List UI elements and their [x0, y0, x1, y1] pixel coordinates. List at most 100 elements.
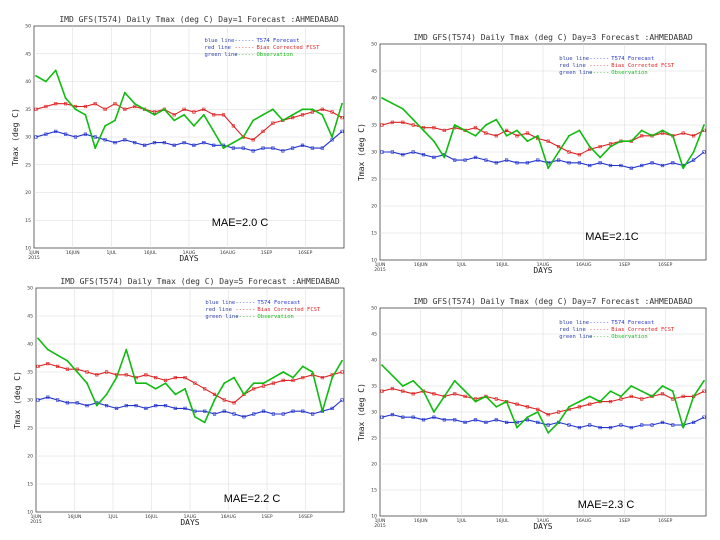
data-point: [262, 382, 265, 385]
data-point: [173, 119, 176, 122]
data-point: [45, 80, 47, 83]
data-point: [651, 395, 653, 398]
legend-dash: ------: [235, 45, 255, 51]
data-point: [598, 161, 602, 165]
data-point: [212, 130, 215, 133]
y-axis-label: Tmax (deg C): [357, 123, 366, 181]
data-point: [291, 409, 295, 413]
x-tick-label: 1AUG: [183, 250, 196, 256]
data-point: [242, 415, 246, 419]
data-point: [144, 406, 148, 411]
data-point: [271, 146, 275, 150]
legend-label: Bias Corrected FCST: [611, 327, 675, 333]
data-point: [432, 155, 436, 159]
data-point: [660, 131, 665, 135]
data-point: [505, 134, 508, 137]
y-tick-label: 35: [371, 384, 377, 390]
data-point: [703, 124, 705, 126]
data-point: [55, 398, 60, 402]
x-tick-label: 16SEP: [298, 250, 312, 256]
data-point: [557, 151, 560, 153]
data-point: [291, 378, 295, 382]
x-tick-label: 16JUN: [66, 250, 80, 256]
data-point: [671, 161, 675, 165]
y-tick-label: 30: [25, 135, 31, 141]
data-point: [192, 110, 196, 114]
data-point: [135, 382, 138, 385]
data-point: [650, 423, 654, 427]
data-point: [252, 412, 256, 416]
data-point: [124, 404, 128, 408]
data-point: [172, 113, 176, 117]
data-point: [104, 125, 106, 127]
data-point: [73, 104, 78, 109]
data-point: [391, 102, 394, 105]
x-tick-label: 1JUN 2015: [30, 514, 42, 525]
data-point: [577, 153, 582, 157]
data-point: [340, 129, 344, 133]
mae-label: MAE=2.0 C: [212, 217, 269, 229]
data-point: [163, 404, 168, 408]
data-point: [46, 348, 49, 351]
data-point: [525, 161, 530, 165]
data-point: [380, 389, 384, 393]
data-point: [557, 145, 561, 149]
data-point: [261, 129, 265, 133]
x-tick-label: 16JUL: [496, 518, 509, 524]
data-point: [390, 120, 395, 124]
data-point: [113, 102, 117, 106]
data-point: [568, 405, 570, 408]
data-point: [34, 135, 38, 139]
data-point: [484, 420, 488, 424]
x-tick-label: 16JUN: [414, 518, 428, 524]
data-point: [320, 376, 325, 380]
data-point: [63, 132, 68, 136]
data-point: [212, 392, 217, 396]
legend-key: green line: [559, 70, 592, 76]
data-point: [453, 418, 457, 422]
series-line-t574-forecast: [382, 151, 705, 169]
legend-dash: ------: [235, 314, 255, 320]
data-point: [83, 104, 87, 109]
data-point: [495, 118, 498, 121]
y-tick-label: 10: [371, 258, 377, 264]
x-tick-label: 1AUG: [537, 518, 550, 524]
data-point: [515, 161, 519, 165]
y-tick-label: 25: [25, 162, 31, 168]
data-point: [310, 110, 315, 114]
data-point: [173, 406, 177, 411]
data-point: [464, 129, 466, 132]
data-point: [44, 132, 48, 136]
legend-dash: ------: [589, 63, 609, 69]
chart-svg: IMD GFS(T574) Daily Tmax (deg C) Day=1 F…: [11, 15, 345, 263]
x-tick-label: 1SEP: [261, 250, 273, 256]
data-point: [133, 104, 137, 109]
data-point: [320, 146, 324, 150]
data-point: [536, 134, 539, 137]
data-point: [193, 381, 197, 385]
legend-key: green line: [205, 52, 238, 58]
x-tick-label: 1JUN 2015: [28, 250, 40, 261]
data-point: [64, 97, 67, 99]
data-point: [567, 150, 571, 154]
data-point: [261, 409, 266, 413]
data-point: [340, 398, 344, 402]
data-point: [381, 364, 383, 367]
data-point: [578, 129, 581, 132]
data-point: [281, 412, 285, 416]
data-point: [421, 153, 426, 157]
data-point: [422, 390, 425, 393]
data-point: [75, 367, 79, 371]
data-point: [526, 140, 529, 143]
data-point: [505, 158, 509, 162]
data-point: [411, 392, 415, 396]
x-tick-line: 2015: [28, 255, 40, 261]
x-tick-label: 1SEP: [619, 518, 631, 524]
chart-svg: IMD GFS(T574) Daily Tmax (deg C) Day=5 F…: [13, 277, 345, 527]
legend-key: red line: [559, 63, 586, 69]
data-point: [453, 392, 457, 396]
data-point: [516, 129, 518, 132]
data-point: [619, 397, 623, 401]
y-tick-label: 45: [25, 51, 31, 57]
data-point: [145, 382, 147, 385]
